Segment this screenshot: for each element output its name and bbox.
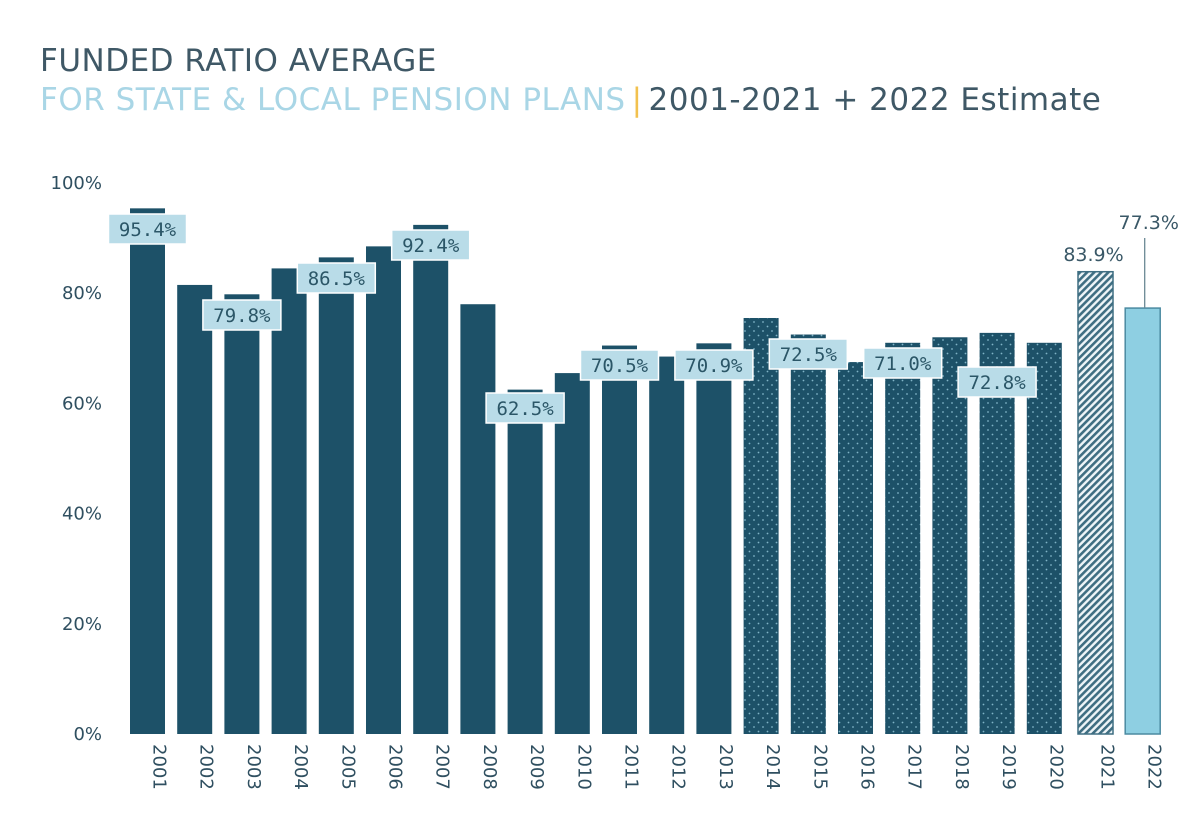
bar-2009 <box>507 389 543 734</box>
data-label-text: 95.4% <box>119 219 177 241</box>
x-tick-label: 2005 <box>337 744 358 790</box>
subtitle-part-b: 2001-2021 + 2022 Estimate <box>648 82 1102 118</box>
y-tick-label: 80% <box>62 283 102 304</box>
data-label-text: 71.0% <box>874 353 932 375</box>
chart-subtitle: FOR STATE & LOCAL PENSION PLANS | 2001-202… <box>40 80 1101 120</box>
x-tick-label: 2017 <box>904 744 925 790</box>
y-tick-label: 0% <box>73 724 102 745</box>
data-label-text: 86.5% <box>308 268 366 290</box>
bar-2017 <box>885 342 921 734</box>
bar-2021 <box>1077 270 1114 735</box>
data-label-box <box>862 347 943 379</box>
x-tick-label: 2016 <box>857 744 878 790</box>
data-label-2011: 70.5% <box>579 349 660 381</box>
data-label-2021: 83.9% <box>1063 244 1123 266</box>
x-tick-label: 2015 <box>809 744 830 790</box>
data-label-2017: 71.0% <box>862 347 943 379</box>
x-tick-label: 2018 <box>951 744 972 790</box>
chart-title-block: FUNDED RATIO AVERAGE FOR STATE & LOCAL P… <box>40 42 1101 120</box>
bar-2022 <box>1124 307 1161 735</box>
data-label-text: 72.8% <box>968 372 1026 394</box>
data-label-text: 70.9% <box>685 355 743 377</box>
data-label-2005: 86.5% <box>296 262 377 294</box>
x-tick-label: 2001 <box>149 744 170 790</box>
y-tick-label: 60% <box>62 393 102 414</box>
x-axis: 2001 2002 2003 2004 2005 2006 2007 2008 2009 2010… <box>149 744 1165 790</box>
data-label-box <box>202 299 282 331</box>
data-label-2013: 70.9% <box>674 349 754 381</box>
data-label-2022: 77.3% <box>1119 212 1179 234</box>
chart-title: FUNDED RATIO AVERAGE <box>40 43 437 79</box>
x-tick-label: 2008 <box>479 744 500 790</box>
subtitle-separator: | <box>631 82 643 118</box>
data-label-box <box>674 349 754 381</box>
bar-2020 <box>1026 342 1062 734</box>
data-labels-group: 95.4% 79.8% 86.5% 92.4% 62.5% 70.5% 70.9% 72.5%… <box>107 212 1179 424</box>
data-label-text: 70.5% <box>591 355 649 377</box>
y-tick-label: 40% <box>62 504 102 525</box>
bar-2015 <box>790 334 826 734</box>
data-label-2007: 92.4% <box>390 229 471 261</box>
bar-2011 <box>602 345 637 734</box>
bar-2010 <box>554 373 590 734</box>
data-label-box <box>957 366 1037 398</box>
x-tick-label: 2002 <box>196 744 217 790</box>
data-label-box <box>768 338 849 370</box>
bar-2004 <box>271 268 307 734</box>
bar-2003 <box>224 294 260 734</box>
x-tick-label: 2009 <box>526 744 547 790</box>
x-tick-label: 2011 <box>621 744 642 790</box>
x-tick-label: 2004 <box>290 744 311 790</box>
data-label-text: 92.4% <box>402 235 460 257</box>
y-tick-label: 20% <box>62 614 102 635</box>
bar-2013 <box>696 343 732 734</box>
bar-2007 <box>413 224 449 734</box>
x-tick-label: 2022 <box>1144 744 1165 790</box>
bar-2014 <box>743 317 779 734</box>
bar-2016 <box>838 362 873 734</box>
x-tick-label: 2012 <box>668 744 689 790</box>
x-tick-label: 2010 <box>573 744 594 790</box>
bar-2002 <box>177 284 213 734</box>
bar-2018 <box>932 337 968 734</box>
bar-2012 <box>649 356 685 734</box>
x-tick-label: 2006 <box>385 744 406 790</box>
data-label-2001: 95.4% <box>107 213 188 245</box>
bars-group <box>130 208 1161 735</box>
x-tick-label: 2021 <box>1097 744 1118 790</box>
x-tick-label: 2019 <box>998 744 1019 790</box>
x-tick-label: 2003 <box>243 744 264 790</box>
data-label-2003: 79.8% <box>202 299 282 331</box>
x-tick-label: 2013 <box>715 744 736 790</box>
bar-2001 <box>130 208 165 734</box>
bar-2008 <box>460 304 496 734</box>
y-tick-label: 100% <box>51 173 102 194</box>
data-label-box <box>296 262 377 294</box>
data-label-box <box>390 229 471 261</box>
data-label-2019: 72.8% <box>957 366 1037 398</box>
data-label-box <box>579 349 660 381</box>
data-label-text: 62.5% <box>496 398 554 420</box>
bar-2006 <box>366 246 401 735</box>
data-label-box <box>485 392 565 424</box>
bar-2019 <box>979 332 1015 734</box>
subtitle-part-a: FOR STATE & LOCAL PENSION PLANS <box>40 82 626 118</box>
x-tick-label: 2014 <box>762 744 783 790</box>
data-label-text: 79.8% <box>213 305 271 327</box>
data-label-text: 72.5% <box>780 344 838 366</box>
x-tick-label: 2020 <box>1045 744 1066 790</box>
data-label-box <box>107 213 188 245</box>
x-tick-label: 2007 <box>432 744 453 790</box>
y-axis: 0% 20% 40% 60% 80% 100% <box>51 173 102 745</box>
bar-2005 <box>318 257 354 734</box>
data-label-2015: 72.5% <box>768 338 849 370</box>
data-label-2009: 62.5% <box>485 392 565 424</box>
